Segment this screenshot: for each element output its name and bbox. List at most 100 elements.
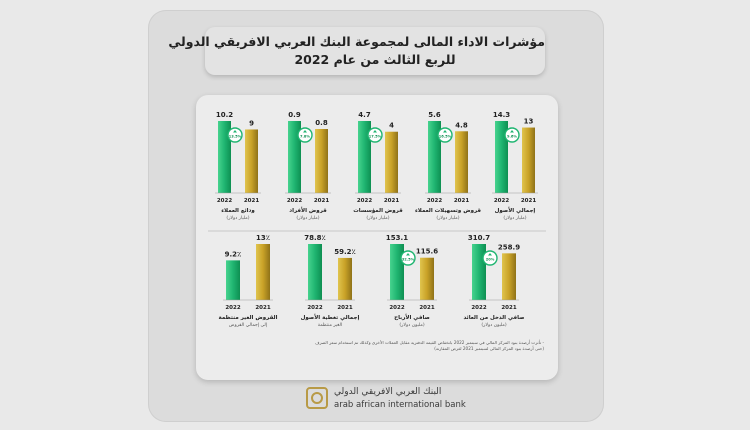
chart-9-label-2021: 13٪ bbox=[256, 234, 270, 242]
chart-7-label-2022: 153.1 bbox=[386, 234, 408, 242]
chart-3-label-2022: 4.7 bbox=[358, 111, 371, 119]
footnotes: - تأثرت أرصدة بنود المركز المالي في سبتم… bbox=[214, 340, 544, 352]
chart-8-label-2021: 59.2٪ bbox=[334, 248, 356, 256]
chart-9-xtick-2022: 2022 bbox=[225, 305, 240, 311]
chart-1-label-2021: 13 bbox=[524, 118, 534, 126]
chart-2-label-2022: 5.6 bbox=[428, 111, 441, 119]
chart-1-xtick-2022: 2022 bbox=[494, 198, 509, 204]
page-title: مؤشرات الاداء المالى لمجموعة البنك العرب… bbox=[168, 34, 545, 49]
chart-2-xtick-2021: 2021 bbox=[454, 198, 469, 204]
chart-5-bar-2021 bbox=[245, 129, 258, 193]
chart-3-xtick-2022: 2022 bbox=[357, 198, 372, 204]
chart-6-change-badge bbox=[482, 250, 498, 266]
title-box: مؤشرات الاداء المالى لمجموعة البنك العرب… bbox=[168, 27, 545, 75]
chart-3-label-2021: 4 bbox=[389, 122, 394, 130]
chart-7-title: صافي الأرباح bbox=[394, 313, 430, 321]
chart-7-bar-2021 bbox=[420, 257, 434, 300]
chart-6-label-2021: 258.9 bbox=[498, 243, 520, 251]
chart-8-subtitle: الغير منتظمة bbox=[318, 323, 342, 328]
chart-9-label-2022: 9.2٪ bbox=[225, 250, 242, 258]
footnote-1: - تأثرت أرصدة بنود المركز المالي في سبتم… bbox=[315, 340, 544, 345]
chart-7-up-arrow-icon bbox=[406, 253, 410, 256]
chart-4-bar-2022 bbox=[288, 121, 301, 193]
chart-4-xtick-2021: 2021 bbox=[314, 198, 329, 204]
chart-6-bar-2022 bbox=[472, 244, 486, 300]
page-subtitle: للربع الثالث من عام 2022 bbox=[294, 52, 456, 67]
chart-6-xtick-2021: 2021 bbox=[501, 305, 516, 311]
chart-3-title: قروض المؤسسات bbox=[353, 208, 403, 214]
chart-8-title: إجمالي تغطية الأصول bbox=[301, 313, 360, 321]
chart-4-title: قروض الأفراد bbox=[289, 206, 327, 214]
chart-4-change-badge bbox=[297, 127, 313, 143]
chart-7-change-label: 32.5% bbox=[402, 258, 415, 262]
chart-1-xtick-2021: 2021 bbox=[521, 198, 536, 204]
chart-2-xtick-2022: 2022 bbox=[427, 198, 442, 204]
chart-5-change-label: 13.5% bbox=[229, 135, 242, 139]
chart-6-title: صافي الدخل من العائد bbox=[463, 315, 524, 321]
chart-5-change-badge bbox=[227, 127, 243, 143]
chart-4-label-2022: 0.9 bbox=[288, 111, 301, 119]
chart-2-title: قروض وتسهيلات العملاء bbox=[415, 208, 481, 214]
chart-2-label-2021: 4.8 bbox=[455, 121, 468, 129]
chart-4-subtitle: (مليار دولار) bbox=[296, 215, 319, 221]
chart-7-label-2021: 115.6 bbox=[416, 248, 438, 256]
chart-7-xtick-2022: 2022 bbox=[389, 305, 404, 311]
chart-1-title: إجمالي الأصول bbox=[495, 206, 536, 214]
chart-4-label-2021: 0.8 bbox=[315, 119, 328, 127]
chart-9-title: القروض الغير منتظمة bbox=[219, 315, 278, 321]
chart-6-up-arrow-icon bbox=[488, 253, 492, 256]
chart-6-change-label: 20% bbox=[486, 258, 495, 262]
chart-5-subtitle: (مليار دولار) bbox=[226, 215, 249, 221]
chart-1-bar-2021 bbox=[522, 127, 535, 193]
chart-6-subtitle: (مليون دولار) bbox=[481, 322, 506, 328]
chart-9-bar-2021 bbox=[256, 244, 270, 300]
bank-logo: البنك العربي الافريقي الدولي arab africa… bbox=[304, 385, 466, 415]
chart-8-xtick-2022: 2022 bbox=[307, 305, 322, 311]
chart-3-change-label: 17.5% bbox=[369, 135, 382, 139]
chart-1-subtitle: (مليار دولار) bbox=[503, 215, 526, 221]
chart-8-bar-2022 bbox=[308, 244, 322, 300]
chart-8-bar-2021 bbox=[338, 257, 352, 300]
chart-3-bar-2021 bbox=[385, 131, 398, 193]
logo-english: arab african international bank bbox=[334, 400, 466, 410]
chart-4-bar-2021 bbox=[315, 129, 328, 193]
chart-3-bar-2022 bbox=[358, 121, 371, 193]
chart-1-change-label: 9.6% bbox=[507, 135, 517, 139]
chart-8-xtick-2021: 2021 bbox=[337, 305, 352, 311]
chart-2-change-label: 16.5% bbox=[439, 135, 452, 139]
chart-5-bar-2022 bbox=[218, 121, 231, 193]
chart-5-title: ودائع العملاء bbox=[221, 208, 255, 214]
chart-1-bar-2022 bbox=[495, 121, 508, 193]
chart-3-up-arrow-icon bbox=[373, 130, 377, 133]
chart-5-xtick-2021: 2021 bbox=[244, 198, 259, 204]
chart-1-up-arrow-icon bbox=[510, 130, 514, 133]
chart-5-xtick-2022: 2022 bbox=[217, 198, 232, 204]
chart-4-change-label: 7.8% bbox=[300, 135, 310, 139]
chart-9-xtick-2021: 2021 bbox=[255, 305, 270, 311]
chart-8-label-2022: 78.8٪ bbox=[304, 234, 326, 242]
logo-arabic: البنك العربي الافريقي الدولي bbox=[334, 387, 442, 397]
chart-1-label-2022: 14.3 bbox=[493, 111, 510, 119]
chart-5-up-arrow-icon bbox=[233, 130, 237, 133]
chart-7-xtick-2021: 2021 bbox=[419, 305, 434, 311]
chart-6-label-2022: 310.7 bbox=[468, 234, 490, 242]
logo-mark-icon bbox=[306, 387, 328, 409]
chart-5-label-2021: 9 bbox=[249, 119, 254, 127]
chart-4-xtick-2022: 2022 bbox=[287, 198, 302, 204]
footnote-2: (حتى أرصدة بنود المركز المالى لسبتمبر 20… bbox=[434, 346, 544, 351]
chart-2-up-arrow-icon bbox=[443, 130, 447, 133]
chart-1-change-badge bbox=[504, 127, 520, 143]
chart-6-bar-2021 bbox=[502, 253, 516, 300]
chart-2-change-badge bbox=[437, 127, 453, 143]
chart-7-subtitle: (مليون دولار) bbox=[399, 322, 424, 328]
chart-7-bar-2022 bbox=[390, 244, 404, 300]
chart-3-subtitle: (مليار دولار) bbox=[366, 215, 389, 221]
chart-9-subtitle: إلى إجمالي القروض bbox=[229, 323, 268, 328]
chart-2-bar-2021 bbox=[455, 131, 468, 193]
chart-7-change-badge bbox=[400, 250, 416, 266]
chart-5-label-2022: 10.2 bbox=[216, 111, 233, 119]
chart-2-bar-2022 bbox=[428, 121, 441, 193]
chart-4-up-arrow-icon bbox=[303, 130, 307, 133]
chart-3-change-badge bbox=[367, 127, 383, 143]
